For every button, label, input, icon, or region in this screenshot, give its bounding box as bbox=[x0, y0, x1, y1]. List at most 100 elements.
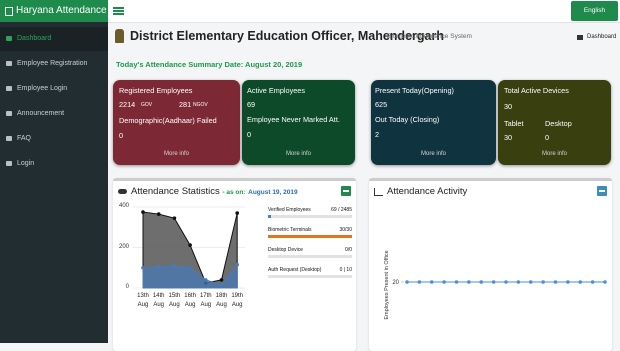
topbar bbox=[108, 0, 620, 23]
card-subtitle: Demographic(Aadhaar) Failed bbox=[119, 116, 217, 125]
nav-label: Login bbox=[17, 160, 35, 167]
more-info[interactable]: More info bbox=[285, 151, 311, 157]
progress-value: 0 | 10 bbox=[339, 267, 352, 273]
card-value: 2 bbox=[375, 130, 380, 139]
x-tick-label: 17th Aug bbox=[199, 293, 212, 308]
progress-label: Desktop Device bbox=[268, 247, 304, 253]
x-tick-label: 14th Aug bbox=[152, 293, 165, 308]
progress-track bbox=[268, 215, 352, 218]
point bbox=[235, 211, 239, 215]
panel-icon bbox=[374, 188, 383, 196]
nav-item[interactable]: Announcement bbox=[0, 102, 108, 126]
sidebar bbox=[0, 0, 108, 343]
point bbox=[429, 280, 434, 284]
title-suffix: - as on: bbox=[222, 189, 246, 196]
y-tick-label: 200 bbox=[118, 243, 129, 250]
y-tick-label: 0 bbox=[125, 284, 129, 290]
nav-item[interactable]: Dashboard bbox=[0, 27, 108, 51]
activity-panel: Attendance Activity bbox=[369, 178, 612, 351]
point bbox=[442, 280, 446, 284]
nav-item[interactable]: FAQ bbox=[0, 127, 108, 151]
card: Present Today(Opening) 625 Out Today (Cl… bbox=[371, 80, 496, 165]
breadcrumb[interactable]: Dashboard bbox=[587, 34, 617, 40]
point bbox=[553, 280, 558, 284]
nav-label: Dashboard bbox=[17, 35, 52, 42]
more-info[interactable]: More info bbox=[541, 151, 567, 157]
x-tick-label: 16th Aug bbox=[184, 293, 196, 308]
panel-icon bbox=[118, 189, 127, 194]
card-label: NGOV bbox=[193, 102, 208, 108]
point bbox=[172, 216, 177, 220]
area bbox=[142, 263, 238, 289]
point bbox=[405, 280, 409, 284]
collapse-button[interactable] bbox=[597, 186, 607, 196]
point bbox=[541, 280, 545, 284]
x-tick-label: 19th Aug bbox=[231, 293, 244, 308]
more-info[interactable]: More info bbox=[163, 151, 189, 157]
card: Active Employees 69 Employee Never Marke… bbox=[242, 80, 355, 165]
point bbox=[172, 263, 177, 268]
header-subtitle: Biometric Attendance System bbox=[387, 33, 472, 40]
language-button[interactable]: English bbox=[571, 1, 618, 21]
progress-value: 30/30 bbox=[339, 227, 352, 233]
point bbox=[504, 280, 508, 284]
title-text: Attendance Statistics bbox=[131, 186, 220, 197]
point bbox=[417, 280, 422, 284]
progress-track bbox=[268, 235, 352, 238]
y-tick-label: 20 bbox=[392, 280, 399, 286]
x-tick-label: 18th Aug bbox=[215, 293, 228, 308]
y-axis-label: Employees Present in Office bbox=[384, 250, 390, 319]
brand[interactable]: Haryana Attendance bbox=[0, 0, 108, 22]
card-title: Present Today(Opening) bbox=[375, 86, 454, 95]
card-value: 0 bbox=[545, 133, 550, 142]
card-value: 2214 bbox=[119, 100, 136, 109]
progress-item: Verified Employees 69 / 2485 bbox=[268, 207, 352, 218]
emblem bbox=[115, 29, 124, 43]
card-subtitle: Employee Never Marked Att. bbox=[247, 115, 340, 124]
progress-fill bbox=[268, 235, 352, 238]
point bbox=[219, 283, 224, 287]
card-label: Desktop bbox=[545, 119, 572, 128]
nav-item[interactable]: Employee Registration bbox=[0, 52, 108, 76]
nav-label: Employee Registration bbox=[17, 60, 88, 67]
point bbox=[590, 280, 595, 284]
more-info[interactable]: More info bbox=[420, 151, 446, 157]
point bbox=[156, 264, 161, 269]
charts: Employees Present in Office 20 bbox=[133, 206, 607, 320]
nav-label: FAQ bbox=[17, 135, 32, 142]
card-value: 281 bbox=[179, 100, 192, 109]
nav-label: Announcement bbox=[17, 110, 65, 117]
card-value: 0 bbox=[247, 130, 252, 139]
card-title: Registered Employees bbox=[119, 86, 193, 95]
menu-toggle[interactable] bbox=[113, 7, 124, 9]
point bbox=[204, 278, 208, 282]
point bbox=[479, 280, 484, 284]
panel-title: Attendance Statistics - as on: August 19… bbox=[131, 186, 298, 197]
card-label: Tablet bbox=[504, 119, 524, 128]
summary-title: Today's Attendance Summary Date: August … bbox=[116, 60, 303, 69]
progress-item: Biometric Terminals 30/30 bbox=[268, 227, 352, 238]
progress-value: 0/0 bbox=[345, 247, 352, 253]
brand-logo bbox=[5, 7, 13, 16]
x-tick-label: 13th Aug bbox=[137, 293, 149, 308]
progress-fill bbox=[268, 215, 271, 218]
card-value: 69 bbox=[247, 100, 256, 109]
card-value: 625 bbox=[375, 100, 388, 109]
point bbox=[467, 280, 471, 284]
progress-value: 69 / 2485 bbox=[331, 207, 352, 213]
title-date: August 19, 2019 bbox=[248, 189, 298, 196]
progress-label: Auth Request (Desktop) bbox=[268, 267, 322, 273]
nav-item[interactable]: Login bbox=[0, 152, 108, 176]
progress-item: Desktop Device 0/0 bbox=[268, 247, 352, 258]
point bbox=[491, 280, 496, 284]
card-title: Total Active Devices bbox=[504, 86, 569, 95]
point bbox=[141, 265, 145, 270]
point bbox=[156, 212, 161, 216]
card-value: 30 bbox=[504, 102, 513, 111]
progress-track bbox=[268, 255, 352, 258]
progress-label: Biometric Terminals bbox=[268, 227, 312, 233]
nav-item[interactable]: Employee Login bbox=[0, 77, 108, 101]
card-label: GOV bbox=[141, 102, 153, 108]
collapse-button[interactable] bbox=[341, 186, 351, 196]
